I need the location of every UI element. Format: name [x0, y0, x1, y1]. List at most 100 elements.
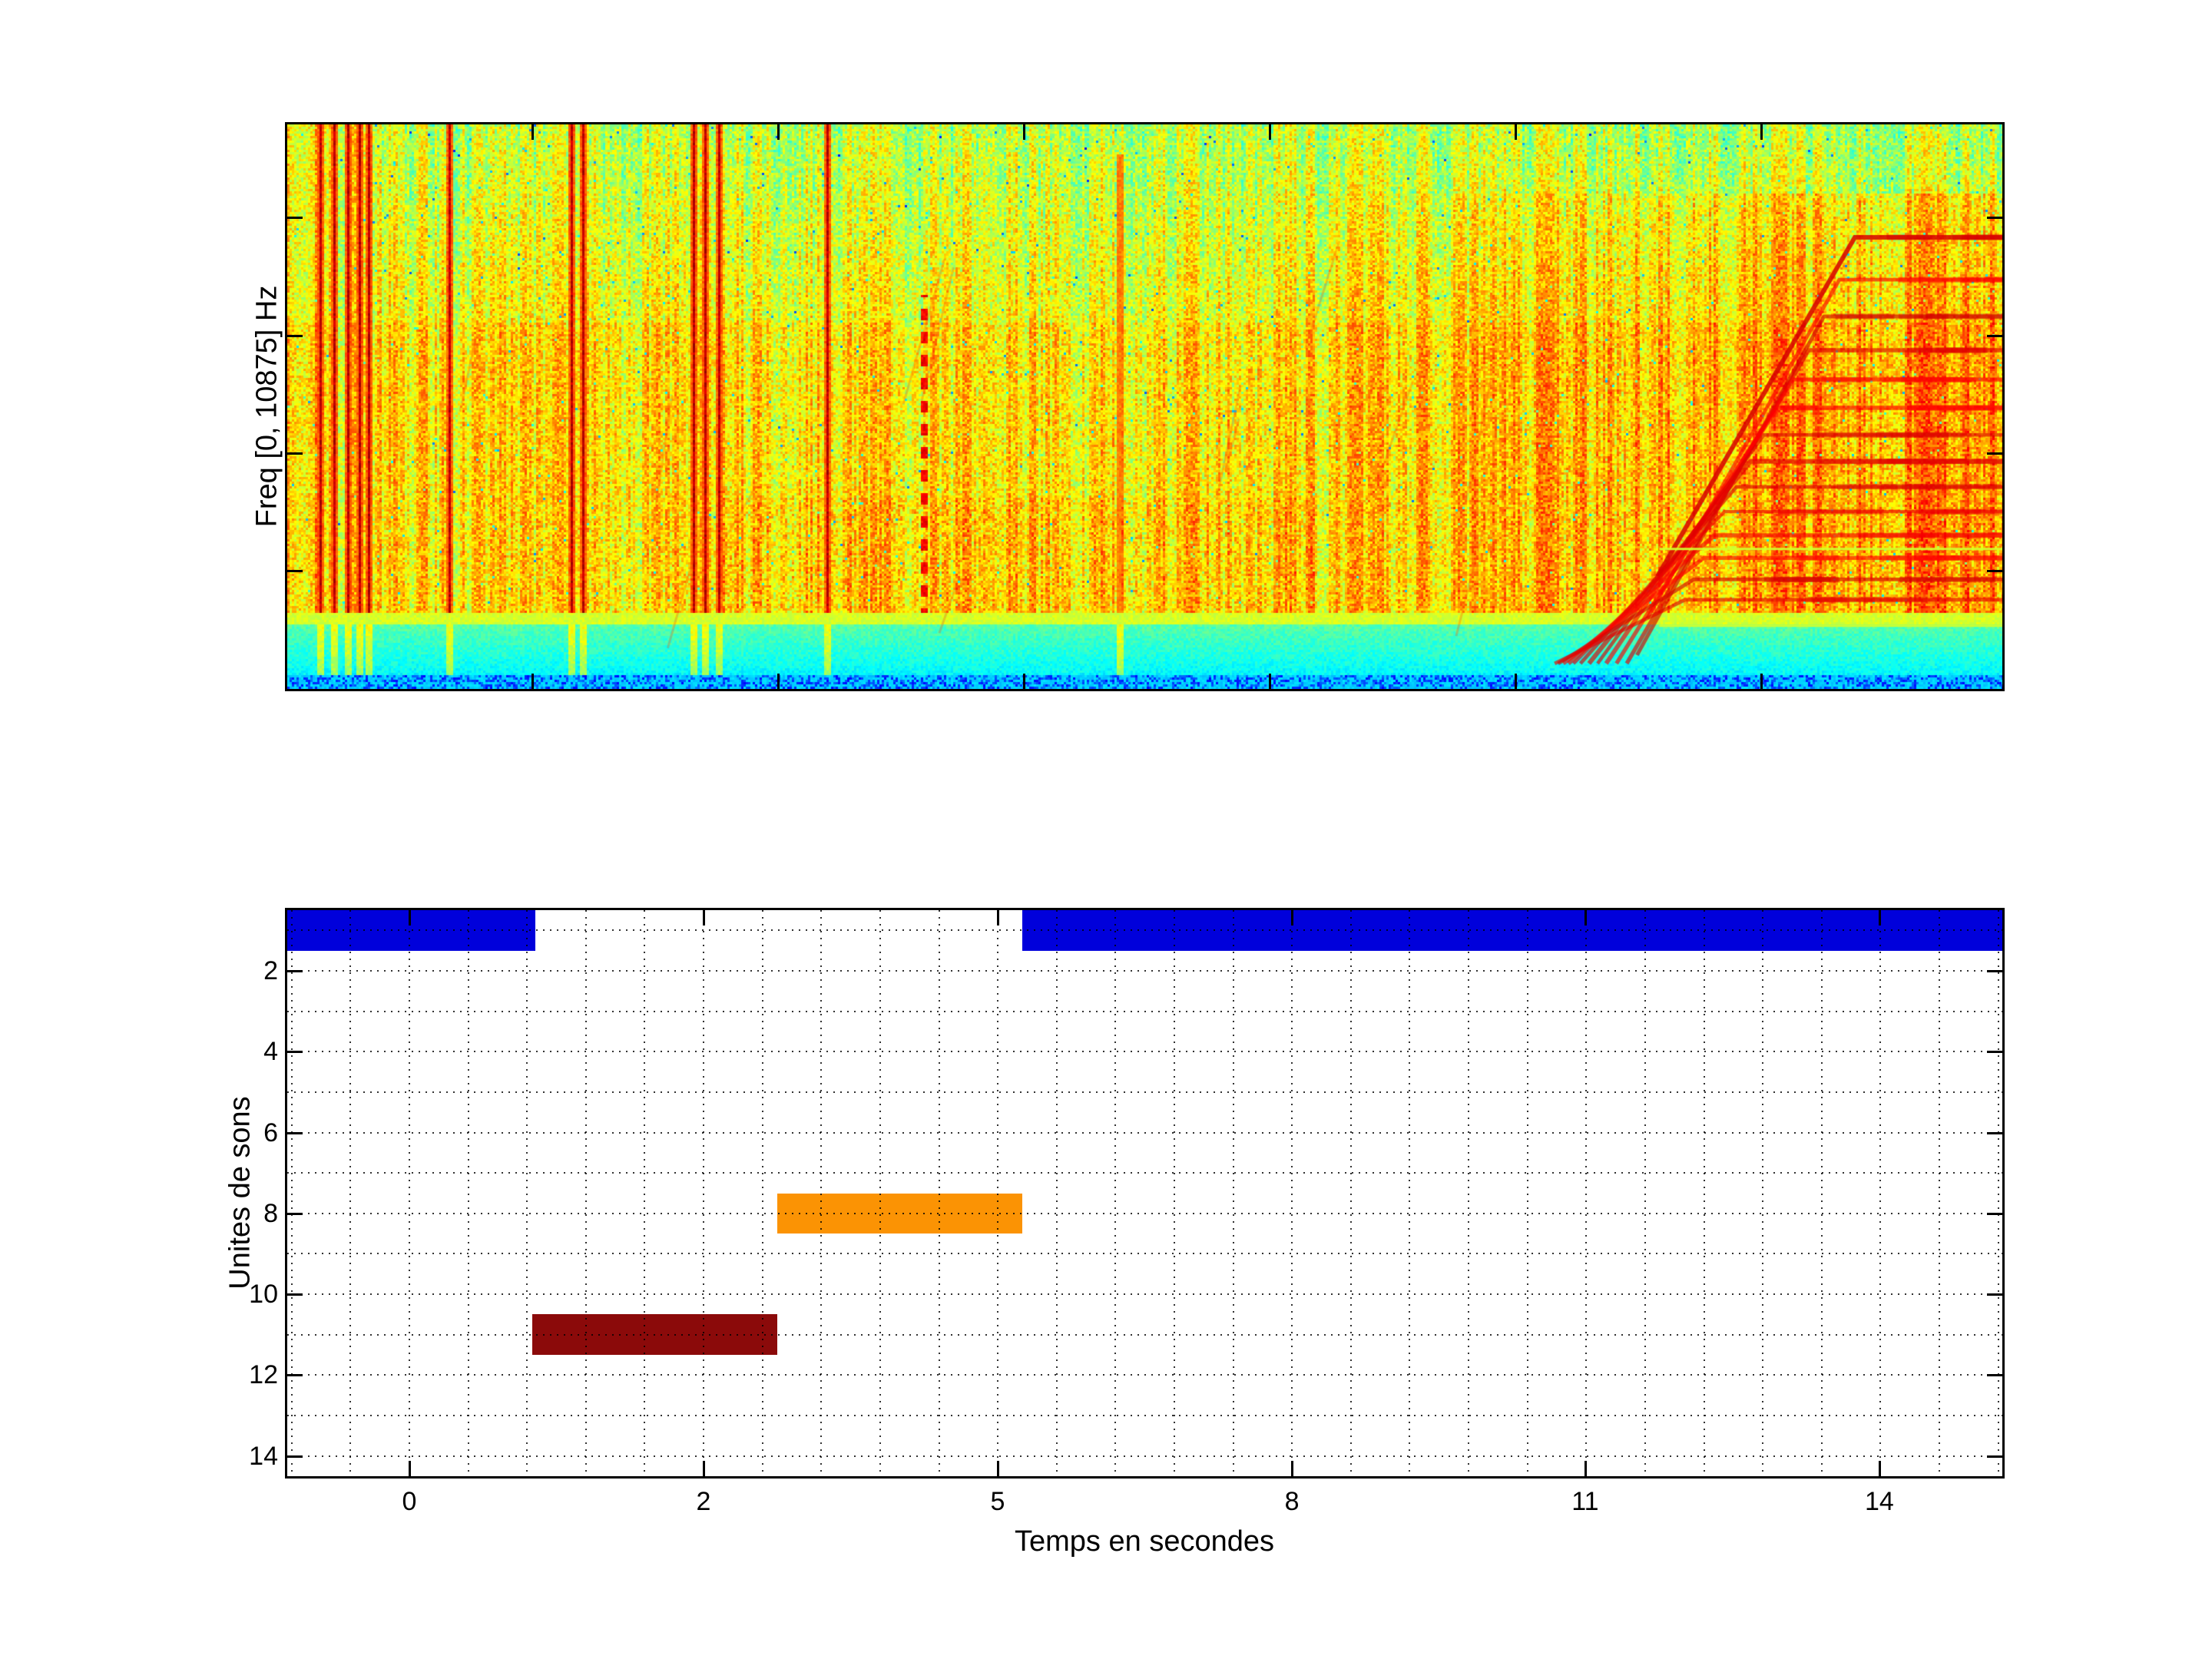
timeline-ytick	[1987, 1455, 2002, 1458]
timeline-ytick-label: 8	[263, 1198, 278, 1228]
timeline-hgridline	[287, 1131, 2002, 1134]
spectrogram-ytick	[1987, 216, 2002, 219]
timeline-xtick-label: 11	[1571, 1487, 1599, 1516]
timeline-vgridline	[879, 910, 881, 1476]
timeline-vgridline	[1762, 910, 1764, 1476]
timeline-ytick	[287, 1293, 303, 1296]
timeline-ytick-label: 14	[249, 1441, 278, 1471]
spectrogram-xtick	[1269, 674, 1272, 689]
timeline-vgridline	[1409, 910, 1411, 1476]
timeline-vgridline	[820, 910, 823, 1476]
spectrogram-ytick	[287, 216, 303, 219]
timeline-xtick-label: 8	[1284, 1487, 1300, 1516]
timeline-ytick-label: 6	[263, 1118, 278, 1147]
timeline-ytick	[1987, 1051, 2002, 1054]
timeline-ytick	[1987, 969, 2002, 972]
timeline-ytick	[287, 1051, 303, 1054]
timeline-hgridline	[287, 1253, 2002, 1255]
timeline-xtick	[702, 1461, 705, 1476]
timeline-hgridline	[287, 1374, 2002, 1376]
timeline-vgridline	[1468, 910, 1470, 1476]
timeline-hgridline	[287, 1010, 2002, 1012]
timeline-ytick	[287, 1455, 303, 1458]
timeline-vgridline	[1349, 910, 1352, 1476]
timeline-vgridline	[1997, 910, 1999, 1476]
timeline-ytick	[1987, 1374, 2002, 1377]
timeline-ytick	[287, 1212, 303, 1215]
spectrogram-xtick	[1023, 674, 1026, 689]
timeline-xtick	[996, 910, 999, 926]
timeline-ytick	[287, 1131, 303, 1134]
timeline-xtick	[996, 1461, 999, 1476]
timeline-xtick	[408, 910, 411, 926]
timeline-vgridline	[584, 910, 587, 1476]
timeline-xtick	[408, 1461, 411, 1476]
timeline-vgridline	[644, 910, 646, 1476]
timeline-vgridline	[1644, 910, 1646, 1476]
spectrogram-xtick	[531, 674, 535, 689]
timeline-vgridline	[1055, 910, 1058, 1476]
timeline-vgridline	[997, 910, 999, 1476]
timeline-hgridline	[287, 1091, 2002, 1093]
timeline-xtick	[1584, 1461, 1587, 1476]
spectrogram-xtick	[1515, 124, 1518, 140]
timeline-hgridline	[287, 1333, 2002, 1336]
timeline-vgridline	[1291, 910, 1293, 1476]
timeline-xtick	[1878, 1461, 1881, 1476]
spectrogram-ytick	[1987, 570, 2002, 573]
timeline-vgridline	[1938, 910, 1940, 1476]
timeline-hgridline	[287, 1455, 2002, 1457]
timeline-vgridline	[290, 910, 293, 1476]
timeline-xtick	[1291, 910, 1294, 926]
timeline-vgridline	[938, 910, 940, 1476]
spectrogram-ytick	[287, 452, 303, 455]
timeline-hgridline	[287, 1172, 2002, 1174]
timeline-hgridline	[287, 969, 2002, 972]
timeline-vgridline	[1114, 910, 1117, 1476]
spectrogram-image	[287, 124, 2002, 689]
spectrogram-ytick	[287, 334, 303, 337]
spectrogram-xtick	[777, 674, 780, 689]
timeline-xtick	[1584, 910, 1587, 926]
spectrogram-xtick	[1269, 124, 1272, 140]
timeline-ytick	[287, 1374, 303, 1377]
timeline-vgridline	[1703, 910, 1705, 1476]
spectrogram-axes	[285, 122, 2005, 691]
timeline-hgridline	[287, 929, 2002, 932]
spectrogram-ytick	[1987, 334, 2002, 337]
timeline-axes	[285, 908, 2005, 1479]
timeline-vgridline	[1173, 910, 1175, 1476]
timeline-xtick	[702, 910, 705, 926]
timeline-vgridline	[349, 910, 352, 1476]
timeline-ytick-label: 4	[263, 1037, 278, 1067]
spectrogram-xtick	[1760, 124, 1763, 140]
spectrogram-xtick	[1515, 674, 1518, 689]
spectrogram-xtick	[777, 124, 780, 140]
timeline-ytick	[287, 969, 303, 972]
timeline-vgridline	[1820, 910, 1823, 1476]
timeline-xtick	[1291, 1461, 1294, 1476]
timeline-ytick	[1987, 1293, 2002, 1296]
timeline-hgridline	[287, 1293, 2002, 1296]
spectrogram-xtick	[1760, 674, 1763, 689]
spectrogram-xtick	[1023, 124, 1026, 140]
timeline-vgridline	[761, 910, 763, 1476]
timeline-ytick-label: 12	[249, 1360, 278, 1390]
timeline-vgridline	[1879, 910, 1882, 1476]
timeline-xlabel: Temps en secondes	[1015, 1525, 1274, 1558]
timeline-hgridline	[287, 1415, 2002, 1417]
timeline-xtick	[1878, 910, 1881, 926]
timeline-xtick-label: 0	[402, 1487, 417, 1516]
spectrogram-ytick	[287, 570, 303, 573]
timeline-vgridline	[467, 910, 469, 1476]
timeline-vgridline	[1232, 910, 1234, 1476]
spectrogram-ylabel: Freq [0, 10875] Hz	[250, 285, 283, 528]
spectrogram-ytick	[1987, 452, 2002, 455]
timeline-xtick-label: 14	[1864, 1487, 1894, 1516]
timeline-ytick-label: 10	[249, 1280, 278, 1310]
timeline-hgridline	[287, 1051, 2002, 1053]
timeline-ytick	[1987, 1212, 2002, 1215]
timeline-ytick	[1987, 1131, 2002, 1134]
timeline-vgridline	[408, 910, 410, 1476]
